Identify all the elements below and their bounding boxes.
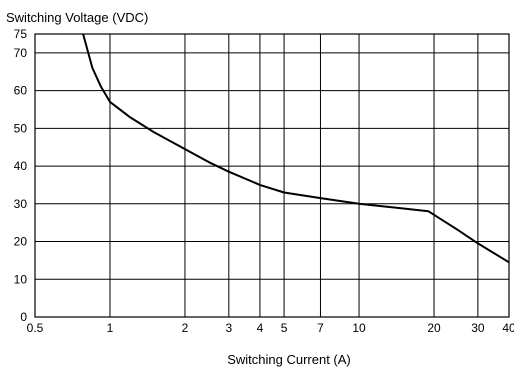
y-tick-label: 75 [14, 27, 28, 41]
series-group [82, 34, 509, 264]
x-axis-title: Switching Current (A) [227, 352, 351, 367]
y-axis-title: Switching Voltage (VDC) [6, 10, 148, 25]
x-tick-label: 40 [502, 321, 514, 335]
x-tick-label: 1 [107, 321, 114, 335]
x-tick-label: 3 [225, 321, 232, 335]
y-tick-label: 20 [14, 235, 28, 249]
y-tick-label: 0 [20, 310, 27, 324]
y-tick-label: 30 [14, 197, 28, 211]
y-tick-label: 50 [14, 121, 28, 135]
series-line [82, 34, 509, 264]
y-tick-label: 40 [14, 159, 28, 173]
x-tick-label: 20 [427, 321, 441, 335]
plot-border [34, 33, 510, 318]
x-tick-label: 0.5 [27, 321, 44, 335]
x-tick-label: 30 [471, 321, 485, 335]
x-tick-label: 4 [257, 321, 264, 335]
y-tick-label: 70 [14, 46, 28, 60]
x-tick-label: 5 [281, 321, 288, 335]
grid [35, 34, 509, 317]
y-tick-labels: 0 10 20 30 40 50 60 70 75 [14, 27, 28, 324]
y-tick-label: 10 [14, 272, 28, 286]
x-tick-label: 7 [317, 321, 324, 335]
x-tick-label: 2 [182, 321, 189, 335]
x-tick-labels: 0.5 1 2 3 4 5 7 10 20 30 40 [27, 321, 514, 335]
x-tick-label: 10 [352, 321, 366, 335]
plot-frame [34, 33, 510, 318]
y-tick-label: 60 [14, 84, 28, 98]
